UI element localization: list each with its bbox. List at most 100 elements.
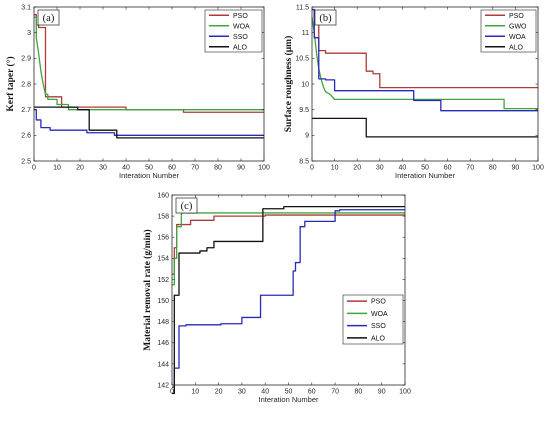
- x-tick-label: 100: [258, 165, 270, 172]
- x-tick-label: 50: [285, 389, 293, 396]
- legend-label-pso: PSO: [371, 299, 386, 306]
- x-axis-label: Interation Number: [395, 171, 456, 180]
- y-tick-label: 2.9: [21, 56, 31, 63]
- x-tick-label: 100: [399, 389, 411, 396]
- series-line-woa: [172, 212, 405, 286]
- legend-label-sso: SSO: [371, 323, 386, 330]
- x-tick-label: 20: [353, 165, 361, 172]
- y-tick-label: 146: [157, 340, 169, 347]
- x-tick-label: 30: [99, 165, 107, 172]
- series-line-alo: [172, 205, 405, 395]
- series-line-gwo: [311, 17, 538, 110]
- y-tick-label: 9.5: [299, 107, 309, 114]
- x-tick-label: 50: [145, 165, 153, 172]
- y-tick-label: 9: [305, 133, 309, 140]
- series-line-sso: [34, 109, 264, 136]
- panel-letter-box: [314, 9, 337, 26]
- y-tick-label: 11.5: [296, 4, 309, 11]
- y-tick-label: 154: [157, 256, 169, 263]
- x-tick-label: 0: [32, 165, 36, 172]
- legend-label-alo: ALO: [509, 44, 524, 51]
- x-tick-label: 70: [466, 165, 474, 172]
- x-tick-label: 0: [310, 165, 314, 172]
- y-tick-label: 144: [157, 361, 169, 368]
- plot-area: [172, 195, 405, 385]
- x-tick-label: 80: [489, 165, 497, 172]
- y-axis-label: Kerf taper (°): [5, 56, 16, 111]
- x-axis-label: Interation Number: [258, 395, 319, 404]
- legend-box: [204, 9, 263, 53]
- x-tick-label: 40: [122, 165, 130, 172]
- legend-label-alo: ALO: [233, 44, 248, 51]
- x-tick-label: 80: [355, 389, 363, 396]
- x-tick-label: 60: [308, 389, 316, 396]
- x-tick-label: 10: [331, 165, 339, 172]
- legend-label-sso: SSO: [233, 34, 248, 41]
- y-tick-label: 150: [157, 298, 169, 305]
- legend: PSO GWO WOA ALO: [480, 9, 537, 53]
- y-tick-label: 2.7: [21, 107, 31, 114]
- legend: PSO WOA SSO ALO: [204, 9, 263, 53]
- x-tick-label: 100: [532, 165, 544, 172]
- y-tick-label: 11: [302, 30, 309, 37]
- legend: PSO WOA SSO ALO: [342, 294, 404, 345]
- x-tick-label: 20: [76, 165, 84, 172]
- legend-box: [480, 9, 537, 53]
- x-tick-label: 30: [238, 389, 246, 396]
- x-tick-label: 30: [376, 165, 384, 172]
- x-tick-label: 70: [191, 165, 199, 172]
- legend-label-pso: PSO: [509, 13, 524, 20]
- x-tick-label: 10: [53, 165, 61, 172]
- y-tick-label: 158: [157, 214, 169, 221]
- y-tick-label: 10: [301, 81, 309, 88]
- y-axis-label: Material removal rate (g/min): [142, 229, 153, 350]
- y-tick-label: 2.5: [21, 158, 31, 165]
- panel-letter: (b): [319, 13, 332, 24]
- series-line-woa: [312, 8, 538, 112]
- panel-letter: (c): [181, 201, 193, 212]
- legend-box: [342, 294, 404, 345]
- y-tick-label: 2.6: [21, 133, 31, 140]
- legend-label-woa: WOA: [233, 23, 250, 30]
- series-line-sso: [172, 209, 405, 388]
- chart-panel-1: 0 10 20 30 40 50 60 70 80 90 100 2.5 2.6 2.7 2.8 2.9 3 3.…: [5, 4, 270, 180]
- series-line-woa: [34, 16, 264, 111]
- x-tick-label: 20: [215, 389, 223, 396]
- x-axis-label: Interation Number: [119, 171, 180, 180]
- x-tick-label: 90: [512, 165, 520, 172]
- y-tick-label: 10.5: [295, 56, 309, 63]
- series-line-pso: [172, 214, 405, 275]
- series-line-alo: [312, 117, 538, 138]
- legend-label-woa: WOA: [371, 311, 388, 318]
- chart-panel-3: 0 10 20 30 40 50 60 70 80 90 100 142 144 146 148 150 152…: [142, 192, 411, 404]
- legend-label-alo: ALO: [371, 335, 386, 342]
- x-tick-label: 60: [444, 165, 452, 172]
- legend-label-gwo: GWO: [509, 23, 527, 30]
- series-line-alo: [34, 106, 264, 139]
- x-tick-label: 50: [421, 165, 429, 172]
- y-tick-label: 8.5: [299, 158, 309, 165]
- legend-label-woa: WOA: [509, 34, 526, 41]
- y-tick-label: 3.1: [21, 4, 31, 11]
- x-tick-label: 40: [399, 165, 407, 172]
- y-axis-label: Surface roughness (μm): [283, 36, 294, 133]
- legend-label-pso: PSO: [233, 13, 248, 20]
- x-tick-label: 90: [378, 389, 386, 396]
- chart-panel-2: 0 10 20 30 40 50 60 70 80 90 100 8.5 9 9.5 10 10.5 11 11.…: [283, 4, 544, 180]
- y-tick-label: 156: [157, 235, 169, 242]
- x-tick-label: 0: [170, 389, 174, 396]
- x-tick-label: 80: [214, 165, 222, 172]
- x-tick-label: 90: [237, 165, 245, 172]
- y-tick-label: 3: [27, 30, 31, 37]
- panel-letter-box: [37, 9, 60, 26]
- x-tick-label: 40: [261, 389, 269, 396]
- x-tick-label: 70: [331, 389, 339, 396]
- y-tick-label: 160: [157, 192, 169, 199]
- y-tick-label: 148: [157, 319, 169, 326]
- y-tick-label: 152: [157, 277, 169, 284]
- y-tick-label: 2.8: [21, 81, 31, 88]
- y-tick-label: 142: [157, 382, 169, 389]
- panel-letter: (a): [43, 13, 55, 24]
